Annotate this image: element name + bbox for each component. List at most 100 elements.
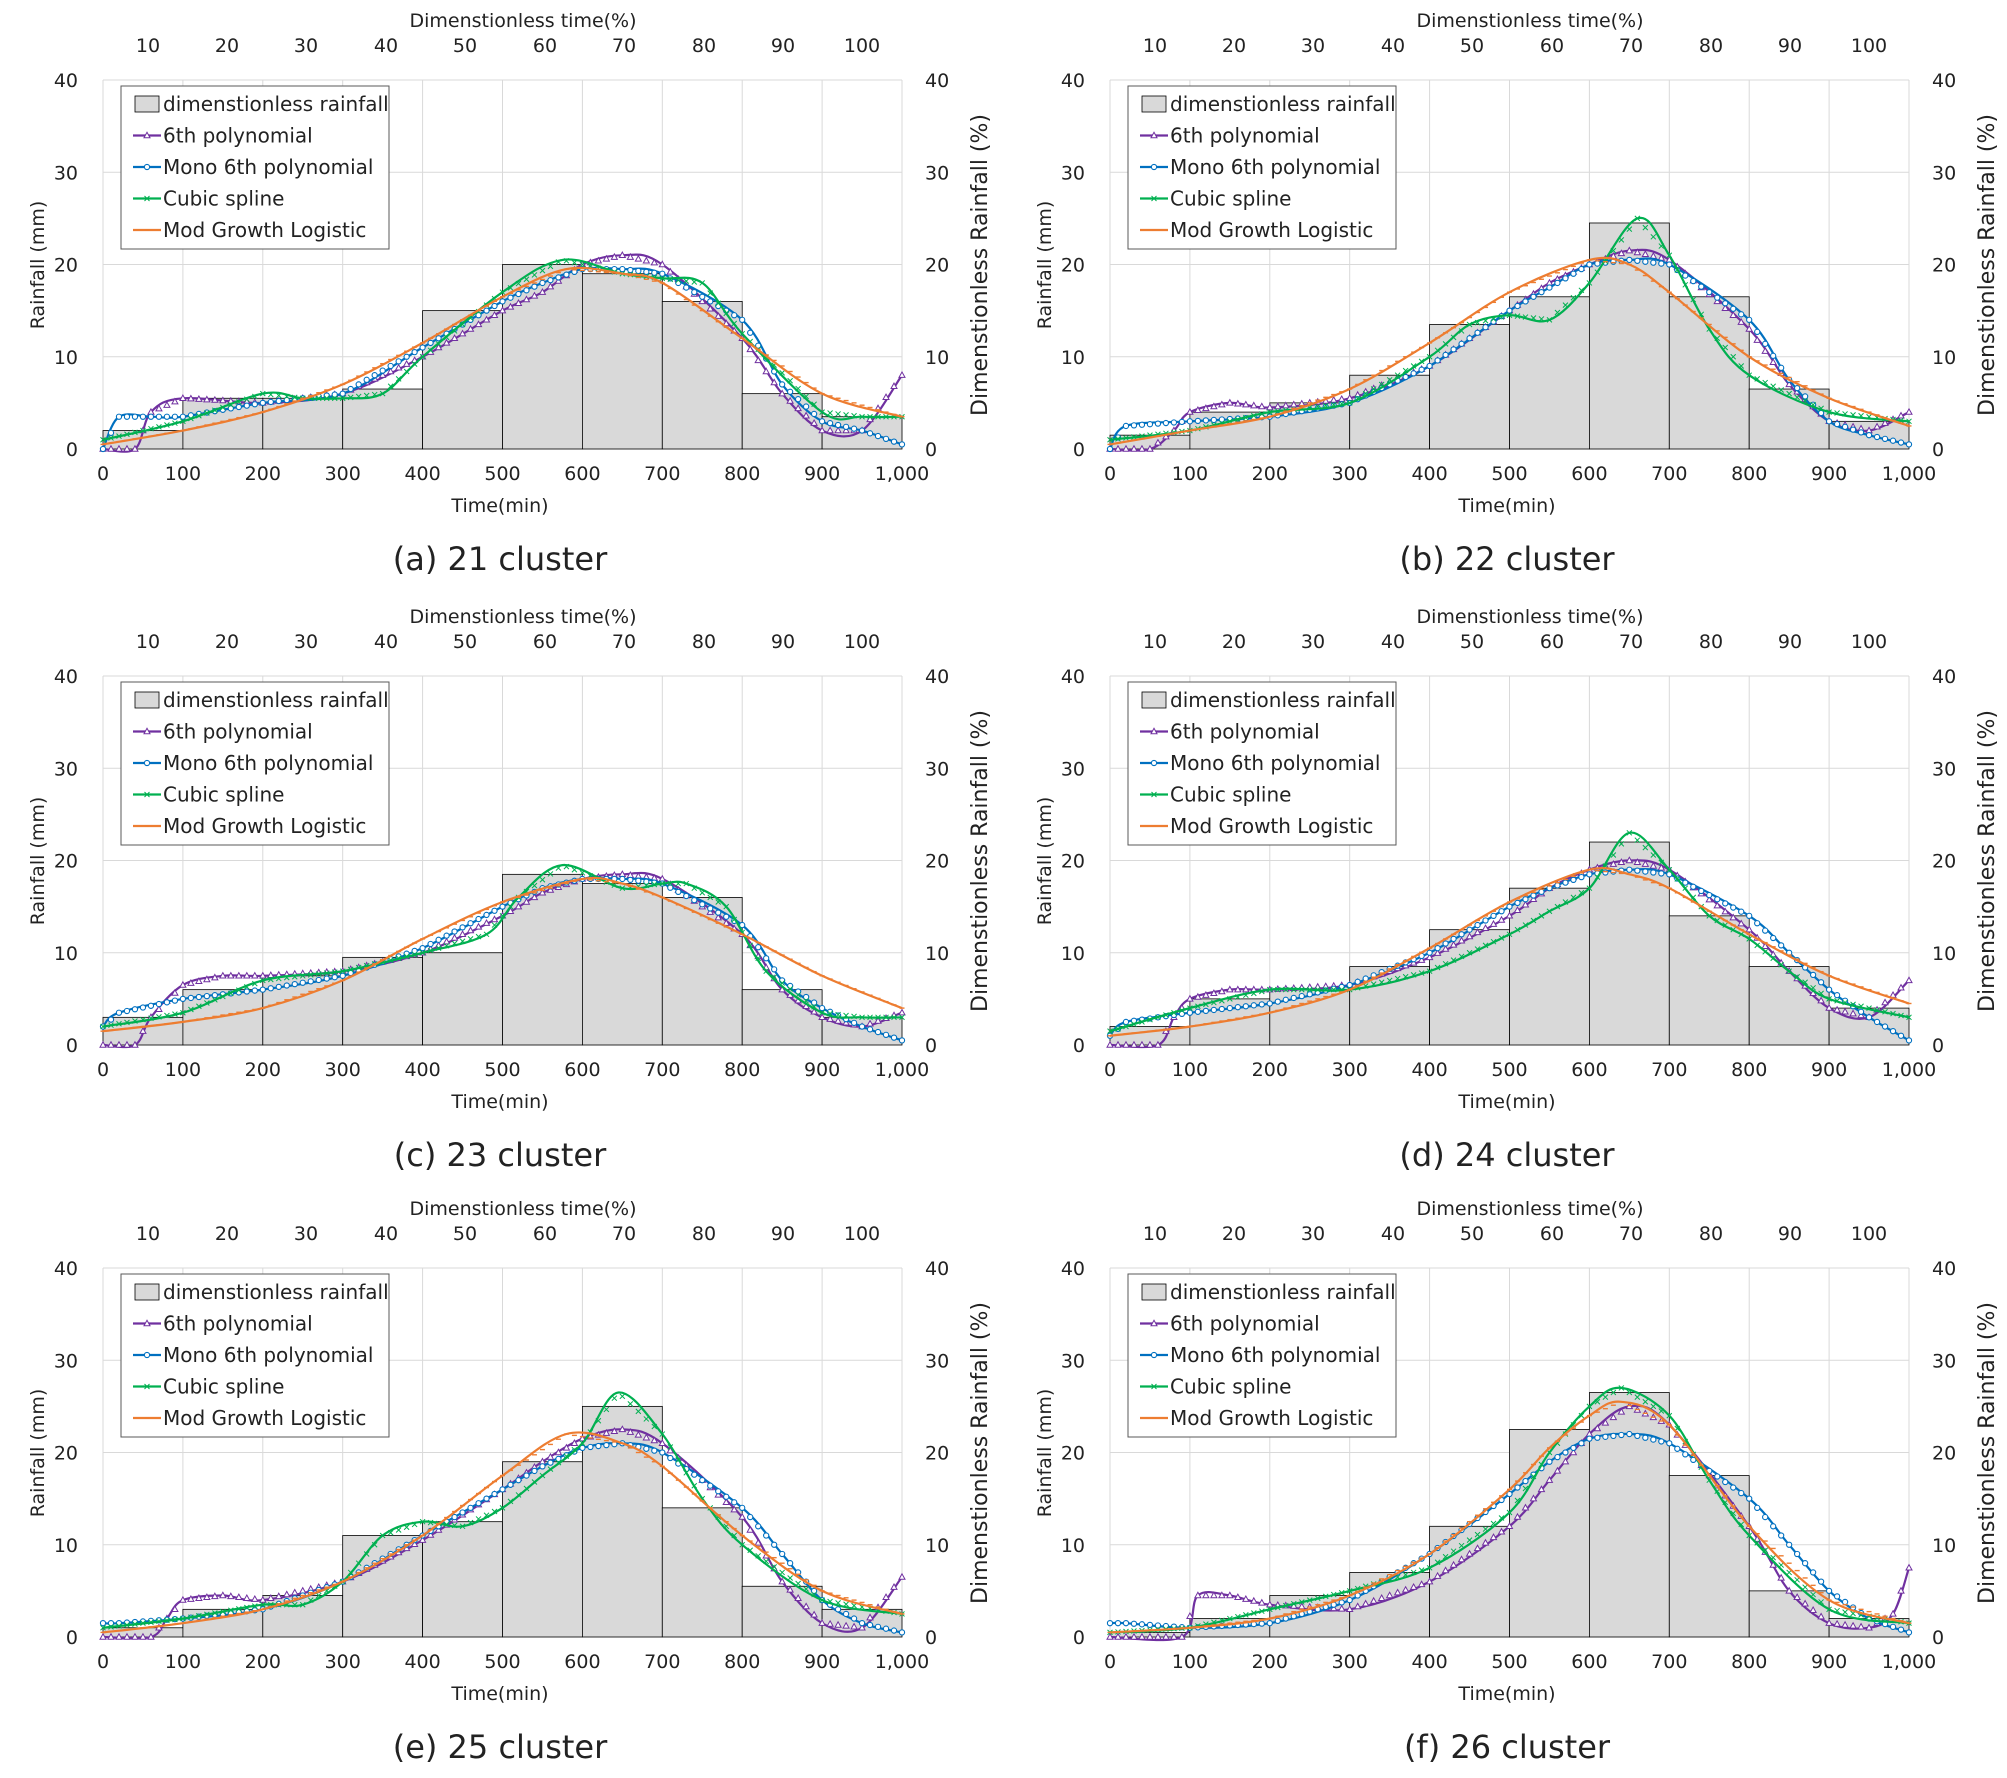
x2-tick-label: 90 — [771, 631, 795, 653]
bar-8 — [661, 896, 743, 1046]
y-tick-label: 0 — [66, 1627, 78, 1649]
legend-box — [1127, 1273, 1397, 1438]
x-tick-label: 1,000 — [1882, 463, 1936, 485]
legend: dimenstionless rainfall 6th polynomial Mon… — [120, 85, 390, 250]
chart-panel-b: 0 100 200 300 400 500 600 700 800 900 1,000 0 10 20 30… — [1007, 0, 2007, 590]
x-tick-label: 700 — [1651, 1651, 1687, 1673]
bar-6 — [1509, 887, 1590, 1046]
y-tick-label: 40 — [1061, 1258, 1085, 1280]
y-axis-title: Rainfall (mm) — [1034, 797, 1056, 926]
x-tick-label: 0 — [97, 1651, 109, 1673]
x-axis-title: Time(min) — [1457, 495, 1555, 517]
x-axis-title: Time(min) — [1457, 1683, 1555, 1705]
y-tick-label: 0 — [1073, 1035, 1085, 1057]
legend-label-cubic: Cubic spline — [163, 783, 284, 807]
bar-8 — [661, 300, 743, 450]
x2-tick-label: 100 — [844, 631, 880, 653]
x2-tick-label: 30 — [294, 35, 318, 57]
x-tick-label: 1,000 — [875, 1651, 929, 1673]
x-tick-label: 500 — [1491, 463, 1527, 485]
series-poly6 — [1106, 246, 1913, 452]
x2-tick-label: 70 — [612, 35, 636, 57]
x-tick-label: 400 — [1411, 1059, 1447, 1081]
x2-tick-label: 80 — [692, 631, 716, 653]
x2-tick-label: 80 — [1699, 631, 1723, 653]
legend-label-mono6: Mono 6th polynomial — [1170, 751, 1380, 775]
y2-tick-label: 10 — [925, 347, 949, 369]
x2-tick-label: 80 — [1699, 1223, 1723, 1245]
legend-label-logistic: Mod Growth Logistic — [163, 814, 366, 838]
bar-3 — [262, 1595, 344, 1638]
y2-tick-label: 20 — [1932, 1443, 1956, 1465]
x-tick-label: 800 — [724, 1651, 760, 1673]
y2-tick-label: 0 — [1932, 439, 1944, 461]
y2-tick-label: 20 — [925, 1443, 949, 1465]
y-tick-label: 10 — [54, 347, 78, 369]
series-line-logistic — [102, 1431, 903, 1634]
x-tick-label: 700 — [1651, 463, 1687, 485]
x2-axis-title: Dimenstionless time(%) — [409, 606, 636, 628]
legend-label-mono6: Mono 6th polynomial — [163, 1343, 373, 1367]
legend-swatch-poly6 — [1140, 727, 1168, 735]
bar-8 — [1668, 1475, 1750, 1638]
x-tick-label: 600 — [1571, 463, 1607, 485]
x-axis-title: Time(min) — [450, 495, 548, 517]
x-tick-label: 300 — [325, 1059, 361, 1081]
series-logistic — [1107, 866, 1912, 1037]
legend-label-poly6: 6th polynomial — [163, 720, 313, 744]
y-tick-label: 30 — [1061, 1350, 1085, 1372]
x2-tick-label: 100 — [1851, 631, 1887, 653]
series-cubic — [100, 1391, 905, 1631]
y2-tick-label: 40 — [1932, 1258, 1956, 1280]
legend-swatch-bars — [1141, 691, 1167, 709]
legend-swatch-bars — [1141, 95, 1167, 113]
x-tick-label: 0 — [97, 463, 109, 485]
legend-label-logistic: Mod Growth Logistic — [1170, 814, 1373, 838]
y-tick-label: 0 — [1073, 1627, 1085, 1649]
y-axis-title: Rainfall (mm) — [27, 1389, 49, 1518]
y-axis-title: Rainfall (mm) — [27, 797, 49, 926]
legend-swatch-bars — [134, 95, 160, 113]
x-tick-label: 200 — [245, 1059, 281, 1081]
legend: dimenstionless rainfall 6th polynomial Mon… — [1127, 681, 1397, 846]
legend-swatch-mono6 — [133, 759, 161, 767]
legend-label-logistic: Mod Growth Logistic — [1170, 1406, 1373, 1430]
y-tick-label: 40 — [54, 1258, 78, 1280]
y-tick-label: 10 — [1061, 1535, 1085, 1557]
x2-tick-label: 60 — [533, 1223, 557, 1245]
y-tick-label: 0 — [1073, 439, 1085, 461]
y-tick-label: 20 — [54, 1443, 78, 1465]
x2-tick-label: 60 — [533, 631, 557, 653]
bar-7 — [582, 883, 663, 1046]
x2-tick-label: 50 — [1460, 35, 1484, 57]
series-markers-cubic — [100, 863, 905, 1030]
y2-tick-label: 10 — [925, 943, 949, 965]
x2-tick-label: 90 — [1778, 631, 1802, 653]
y-tick-label: 0 — [66, 439, 78, 461]
x2-tick-label: 100 — [1851, 1223, 1887, 1245]
x2-tick-label: 50 — [1460, 1223, 1484, 1245]
series-line-cubic — [102, 258, 903, 441]
x-tick-label: 900 — [1811, 463, 1847, 485]
x2-tick-label: 10 — [1143, 1223, 1167, 1245]
y2-tick-label: 10 — [925, 1535, 949, 1557]
x2-tick-label: 30 — [1301, 1223, 1325, 1245]
series-markers-mono6 — [1106, 866, 1913, 1044]
bar-7 — [1589, 1392, 1670, 1638]
x2-tick-label: 60 — [1540, 1223, 1564, 1245]
bar-4 — [1349, 966, 1431, 1046]
y-axis-title: Rainfall (mm) — [1034, 201, 1056, 330]
x-tick-label: 300 — [325, 463, 361, 485]
y-tick-label: 40 — [1061, 70, 1085, 92]
bar-5 — [422, 952, 503, 1046]
y-tick-label: 0 — [66, 1035, 78, 1057]
x-tick-label: 100 — [165, 1059, 201, 1081]
x2-tick-label: 30 — [1301, 631, 1325, 653]
x2-tick-label: 80 — [692, 1223, 716, 1245]
y-tick-label: 40 — [54, 666, 78, 688]
bar-6 — [502, 1461, 583, 1638]
bar-9 — [741, 989, 823, 1046]
legend-label-bars: dimenstionless rainfall — [163, 92, 389, 116]
x2-tick-label: 30 — [294, 631, 318, 653]
y2-tick-label: 30 — [925, 1350, 949, 1372]
